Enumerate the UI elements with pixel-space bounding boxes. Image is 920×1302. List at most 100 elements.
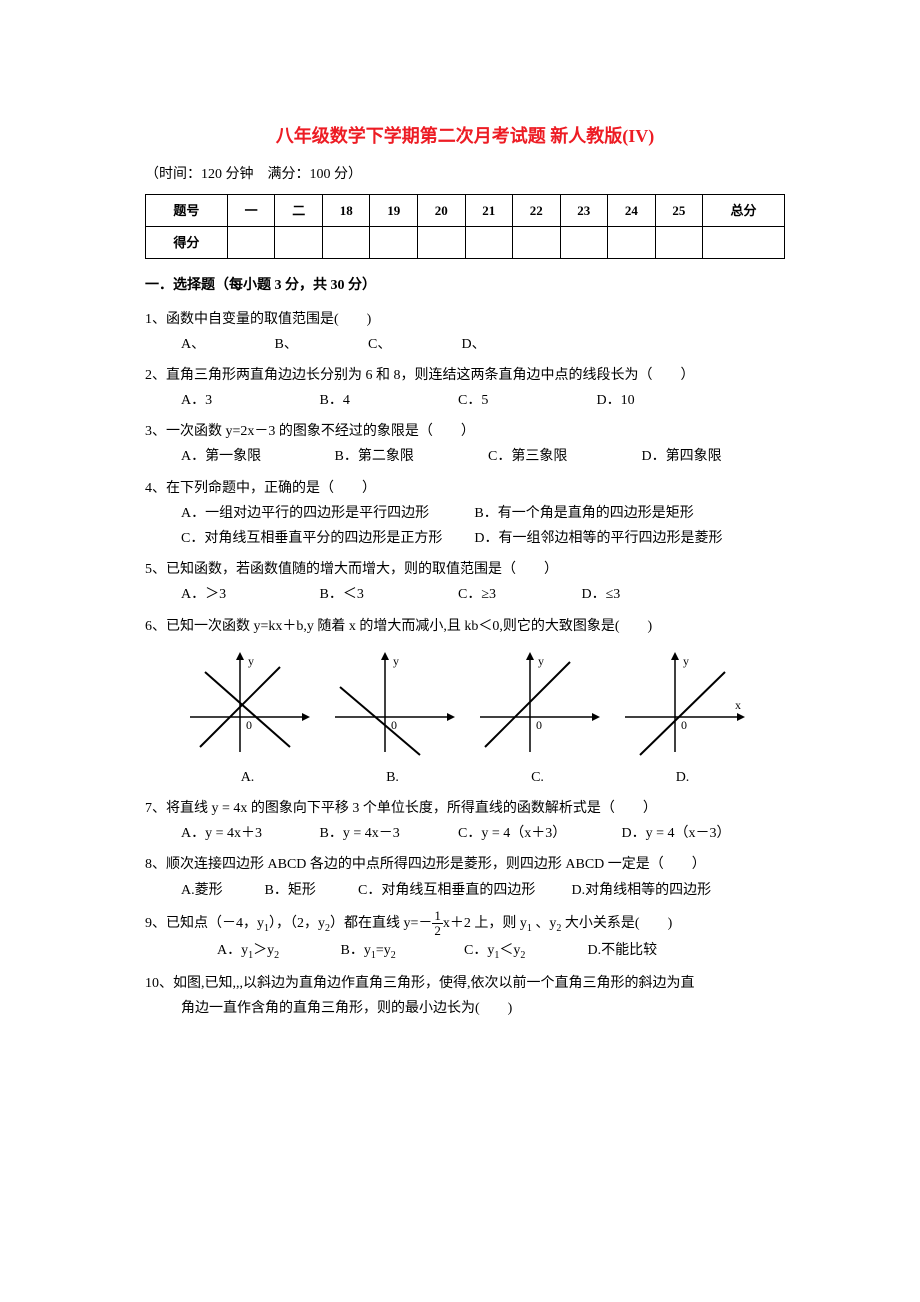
q6-label-b: B. xyxy=(325,765,460,790)
td xyxy=(560,226,608,258)
svg-text:0: 0 xyxy=(536,718,542,732)
q2-a: A．3 xyxy=(181,388,316,413)
td xyxy=(227,226,275,258)
question-4: 4、在下列命题中，正确的是（ ） A．一组对边平行的四边形是平行四边形 B．有一… xyxy=(145,476,785,552)
question-9: 9、已知点（－4，y1），（2，y2）都在直线 y=－12x＋2 上，则 y1 … xyxy=(145,909,785,965)
th: 25 xyxy=(655,194,703,226)
question-1: 1、函数中自变量的取值范围是( ) A、 B、 C、 D、 xyxy=(145,307,785,357)
svg-text:y: y xyxy=(248,654,254,668)
td xyxy=(418,226,466,258)
q10-line2: 角边一直作含角的直角三角形，则的最小边长为( ) xyxy=(145,996,785,1021)
q2-b: B．4 xyxy=(320,388,455,413)
th: 一 xyxy=(227,194,275,226)
q4-c: C．对角线互相垂直平分的四边形是正方形 xyxy=(181,526,471,551)
q9-d: D.不能比较 xyxy=(588,938,658,963)
q3-d: D．第四象限 xyxy=(642,444,722,469)
question-3: 3、一次函数 y=2x－3 的图象不经过的象限是（ ） A．第一象限 B．第二象… xyxy=(145,419,785,469)
q6-label-c: C. xyxy=(470,765,605,790)
td xyxy=(370,226,418,258)
td xyxy=(322,226,370,258)
q4-b: B．有一个角是直角的四边形是矩形 xyxy=(474,501,693,526)
q3-c: C．第三象限 xyxy=(488,444,638,469)
question-2: 2、直角三角形两直角边边长分别为 6 和 8，则连结这两条直角边中点的线段长为（… xyxy=(145,363,785,413)
q9-b: B．y1 =y2 xyxy=(341,938,461,965)
svg-text:x: x xyxy=(735,698,741,712)
svg-text:0: 0 xyxy=(681,718,687,732)
question-6: 6、已知一次函数 y=kx＋b,y 随着 x 的增大而减小,且 kb＜0,则它的… xyxy=(145,614,785,790)
q7-stem: 7、将直线 y = 4x 的图象向下平移 3 个单位长度，所得直线的函数解析式是… xyxy=(145,796,785,821)
q9-stem: 9、已知点（－4，y1），（2，y2）都在直线 y=－12x＋2 上，则 y1 … xyxy=(145,909,785,939)
q5-b: B．＜3 xyxy=(320,582,455,607)
q6-label-d: D. xyxy=(615,765,750,790)
q5-c: C．≥3 xyxy=(458,582,578,607)
svg-text:y: y xyxy=(538,654,544,668)
th: 19 xyxy=(370,194,418,226)
td xyxy=(275,226,323,258)
svg-text:0: 0 xyxy=(391,718,397,732)
exam-meta: （时间：120 分钟 满分：100 分） xyxy=(145,162,785,187)
q7-d: D．y = 4（x－3） xyxy=(622,821,731,846)
q9-c: C．y1＜y2 xyxy=(464,938,584,965)
graph-c-icon: y 0 xyxy=(470,647,605,757)
question-7: 7、将直线 y = 4x 的图象向下平移 3 个单位长度，所得直线的函数解析式是… xyxy=(145,796,785,846)
q2-c: C．5 xyxy=(458,388,593,413)
th: 题号 xyxy=(146,194,228,226)
q1-c: C、 xyxy=(368,332,458,357)
q6-graphs: y 0 y 0 y 0 xyxy=(145,647,785,757)
q8-a: A.菱形 xyxy=(181,878,261,903)
section-1-title: 一．选择题（每小题 3 分，共 30 分） xyxy=(145,273,785,298)
q6-label-a: A. xyxy=(180,765,315,790)
th: 22 xyxy=(513,194,561,226)
q4-a: A．一组对边平行的四边形是平行四边形 xyxy=(181,501,471,526)
page-title: 八年级数学下学期第二次月考试题 新人教版(IV) xyxy=(145,120,785,152)
td xyxy=(465,226,513,258)
q8-c: C．对角线互相垂直的四边形 xyxy=(358,878,568,903)
td xyxy=(513,226,561,258)
svg-text:0: 0 xyxy=(246,718,252,732)
q7-a: A．y = 4x＋3 xyxy=(181,821,316,846)
q10-line1: 10、如图,已知,,,以斜边为直角边作直角三角形，使得,依次以前一个直角三角形的… xyxy=(145,971,785,996)
q8-b: B．矩形 xyxy=(265,878,355,903)
q1-b: B、 xyxy=(275,332,365,357)
question-10: 10、如图,已知,,,以斜边为直角边作直角三角形，使得,依次以前一个直角三角形的… xyxy=(145,971,785,1021)
graph-a-icon: y 0 xyxy=(180,647,315,757)
q3-stem: 3、一次函数 y=2x－3 的图象不经过的象限是（ ） xyxy=(145,419,785,444)
q7-c: C．y = 4（x＋3） xyxy=(458,821,618,846)
svg-text:y: y xyxy=(683,654,689,668)
q8-d: D.对角线相等的四边形 xyxy=(572,878,712,903)
th: 20 xyxy=(418,194,466,226)
q3-a: A．第一象限 xyxy=(181,444,331,469)
table-row: 得分 xyxy=(146,226,785,258)
score-table: 题号 一 二 18 19 20 21 22 23 24 25 总分 得分 xyxy=(145,194,785,260)
th: 二 xyxy=(275,194,323,226)
q5-d: D．≤3 xyxy=(582,582,621,607)
th: 21 xyxy=(465,194,513,226)
question-5: 5、已知函数，若函数值随的增大而增大，则的取值范围是（ ） A．＞3 B．＜3 … xyxy=(145,557,785,607)
question-8: 8、顺次连接四边形 ABCD 各边的中点所得四边形是菱形，则四边形 ABCD 一… xyxy=(145,852,785,902)
q5-a: A．＞3 xyxy=(181,582,316,607)
th: 得分 xyxy=(146,226,228,258)
q2-d: D．10 xyxy=(597,388,732,413)
q2-stem: 2、直角三角形两直角边边长分别为 6 和 8，则连结这两条直角边中点的线段长为（… xyxy=(145,363,785,388)
q7-b: B．y = 4x－3 xyxy=(320,821,455,846)
th: 23 xyxy=(560,194,608,226)
th: 总分 xyxy=(703,194,785,226)
graph-b-icon: y 0 xyxy=(325,647,460,757)
td xyxy=(655,226,703,258)
td xyxy=(608,226,656,258)
q4-d: D．有一组邻边相等的平行四边形是菱形 xyxy=(474,526,722,551)
q5-stem: 5、已知函数，若函数值随的增大而增大，则的取值范围是（ ） xyxy=(145,557,785,582)
q3-b: B．第二象限 xyxy=(335,444,485,469)
graph-d-icon: y 0 x xyxy=(615,647,750,757)
q6-stem: 6、已知一次函数 y=kx＋b,y 随着 x 的增大而减小,且 kb＜0,则它的… xyxy=(145,614,785,639)
th: 24 xyxy=(608,194,656,226)
table-row: 题号 一 二 18 19 20 21 22 23 24 25 总分 xyxy=(146,194,785,226)
q1-stem: 1、函数中自变量的取值范围是( ) xyxy=(145,307,785,332)
q1-d: D、 xyxy=(462,332,552,357)
q9-a: A．y1＞y2 xyxy=(217,938,337,965)
q4-stem: 4、在下列命题中，正确的是（ ） xyxy=(145,476,785,501)
td xyxy=(703,226,785,258)
svg-text:y: y xyxy=(393,654,399,668)
q8-stem: 8、顺次连接四边形 ABCD 各边的中点所得四边形是菱形，则四边形 ABCD 一… xyxy=(145,852,785,877)
q1-a: A、 xyxy=(181,332,271,357)
